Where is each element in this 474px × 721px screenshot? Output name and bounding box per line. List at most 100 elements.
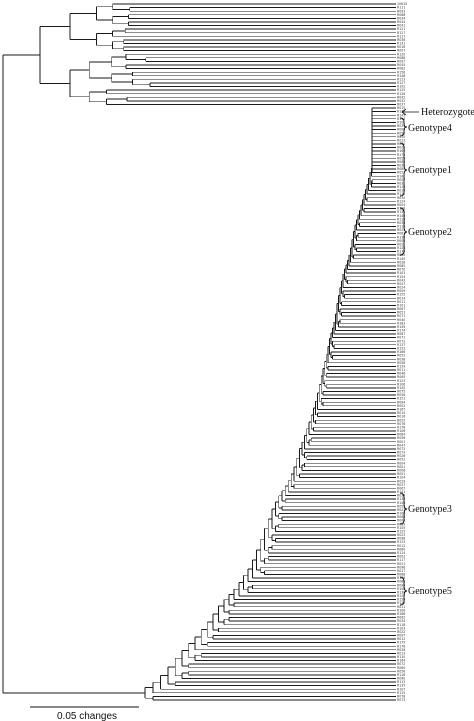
leaf-label: R148 (397, 74, 405, 78)
leaf-label: R090 (397, 677, 405, 681)
leaf-label: R156 (397, 70, 405, 74)
leaf-label: R087 (397, 332, 405, 336)
leaf-label: R071 (397, 314, 405, 318)
leaf-label: R145 (397, 386, 405, 390)
leaf-label: R012 (397, 637, 405, 641)
leaf-label: R056 (397, 669, 405, 673)
leaf-label: R176 (397, 644, 405, 648)
leaf-label: R141 (397, 174, 405, 178)
leaf-label: R097 (397, 60, 405, 64)
leaf-label: R028 (397, 260, 405, 264)
leaf-label: R115 (397, 691, 405, 695)
leaf-label: R103 (397, 626, 405, 630)
leaf-label: R127 (397, 31, 405, 35)
leaf-label: R073 (397, 451, 405, 455)
leaf-label: R016 (397, 45, 405, 49)
leaf-label: R031 (397, 181, 405, 185)
leaf-label: R004 (397, 461, 405, 465)
leaf-label: R034 (397, 619, 405, 623)
leaf-label: R027 (397, 171, 405, 175)
leaf-label: R054 (397, 156, 405, 160)
leaf-label: R073 (397, 698, 405, 702)
leaf-label: R093 (397, 9, 405, 13)
leaf-label: R140 (397, 257, 405, 261)
leaf-label: R174 (397, 329, 405, 333)
leaf-label: R133 (397, 250, 405, 254)
leaf-label: R085 (397, 264, 405, 268)
leaf-label: R009 (397, 128, 405, 132)
leaf-label: R021 (397, 242, 405, 246)
leaf-label: R162 (397, 149, 405, 153)
annotation-genotype1: Genotype1 (408, 165, 452, 176)
leaf-label: R056 (397, 393, 405, 397)
leaf-label: R146 (397, 501, 405, 505)
leaf-label: R007 (397, 49, 405, 53)
leaf-label: R047 (397, 443, 405, 447)
leaf-label: R088 (397, 56, 405, 60)
leaf-label: R038 (397, 357, 405, 361)
leaf-label: R061 (397, 232, 405, 236)
leaf-label: R004 (397, 203, 405, 207)
leaf-label: R154 (397, 275, 405, 279)
leaf-label: R183 (397, 321, 405, 325)
leaf-label: R025 (397, 146, 405, 150)
leaf-label: R068 (397, 13, 405, 17)
annotation-genotype2: Genotype2 (408, 227, 452, 238)
leaf-label: R033 (397, 494, 405, 498)
brace-genotype2 (399, 207, 408, 256)
annotation-heterozygote: Heterozygote (421, 107, 474, 118)
leaf-label: R116 (397, 673, 405, 677)
leaf-label: R104 (397, 476, 405, 480)
leaf-label: R047 (397, 282, 405, 286)
leaf-label: R113 (397, 217, 405, 221)
leaf-label: R102 (397, 85, 405, 89)
leaf-label: R097 (397, 634, 405, 638)
leaf-label: R034 (397, 16, 405, 20)
leaf-label: R040 (397, 318, 405, 322)
leaf-label: R015 (397, 106, 405, 110)
leaf-label: R151 (397, 397, 405, 401)
leaf-label: R136 (397, 210, 405, 214)
leaf-label: R023 (397, 138, 405, 142)
leaf-label: R080 (397, 547, 405, 551)
leaf-label: R159 (397, 598, 405, 602)
leaf-label: R084 (397, 433, 405, 437)
leaf-label: R130 (397, 235, 405, 239)
leaf-label: R056 (397, 436, 405, 440)
leaf-label: R037 (397, 103, 405, 107)
leaf-label: R033 (397, 221, 405, 225)
leaf-label: R024 (397, 286, 405, 290)
leaf-label: R012 (397, 544, 405, 548)
leaf-label: R042 (397, 95, 405, 99)
leaf-label: R149 (397, 325, 405, 329)
leaf-label: R080 (397, 167, 405, 171)
leaf-label: R138 (397, 590, 405, 594)
leaf-label: R076 (397, 422, 405, 426)
brace-genotype1 (399, 142, 408, 197)
brace-genotype5 (399, 576, 408, 606)
leaf-label: R032 (397, 99, 405, 103)
leaf-label: R153 (397, 347, 405, 351)
leaf-label: R025 (397, 418, 405, 422)
leaf-label: R124 (397, 199, 405, 203)
leaf-label: R019 (397, 189, 405, 193)
leaf-label: R121 (397, 27, 405, 31)
leaf-label: R114 (397, 551, 405, 555)
leaf-label: R075 (397, 390, 405, 394)
leaf-label: R022 (397, 630, 405, 634)
leaf-label: R127 (397, 81, 405, 85)
leaf-label: R149 (397, 576, 405, 580)
leaf-label: R014 (397, 296, 405, 300)
brace-genotype3 (399, 492, 408, 525)
leaf-label: R038 (397, 38, 405, 42)
leaf-labels: 10615R111R093R068R034R044R041R121R127R11… (397, 2, 407, 702)
leaf-label: R108 (397, 587, 405, 591)
leaf-label: R026 (397, 648, 405, 652)
leaf-label: R172 (397, 110, 405, 114)
leaf-label: R001 (397, 440, 405, 444)
leaf-label: R052 (397, 354, 405, 358)
leaf-label: R044 (397, 20, 405, 24)
leaf-label: R114 (397, 117, 405, 121)
leaf-label: R056 (397, 131, 405, 135)
